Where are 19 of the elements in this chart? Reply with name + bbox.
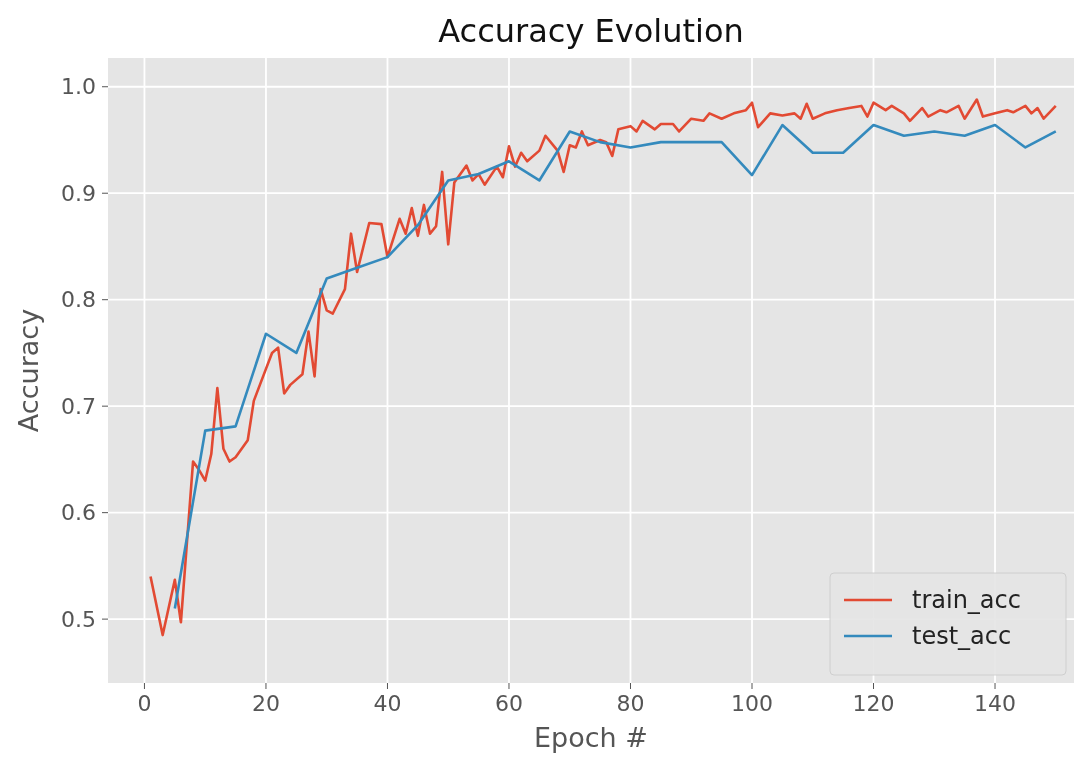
x-tick-label: 140 bbox=[974, 691, 1017, 716]
y-tick-label: 0.5 bbox=[61, 606, 96, 632]
x-tick-label: 60 bbox=[494, 691, 523, 716]
x-tick-label: 20 bbox=[251, 691, 280, 716]
x-tick-label: 0 bbox=[137, 691, 152, 716]
y-tick-label: 0.6 bbox=[61, 500, 96, 526]
x-tick-label: 40 bbox=[373, 691, 402, 716]
y-tick-label: 0.8 bbox=[61, 287, 96, 313]
x-axis-title: Epoch # bbox=[534, 722, 648, 753]
chart-title: Accuracy Evolution bbox=[438, 12, 744, 50]
x-tick-label: 100 bbox=[731, 691, 773, 716]
x-tick-label: 120 bbox=[852, 691, 895, 716]
legend-label: test_acc bbox=[912, 622, 1012, 651]
y-axis-title: Accuracy bbox=[13, 308, 44, 433]
x-tick-label: 80 bbox=[616, 691, 645, 716]
y-tick-label: 0.7 bbox=[61, 393, 96, 419]
y-tick-label: 0.9 bbox=[61, 180, 96, 206]
y-tick-label: 1.0 bbox=[61, 74, 96, 100]
legend-label: train_acc bbox=[912, 586, 1021, 615]
